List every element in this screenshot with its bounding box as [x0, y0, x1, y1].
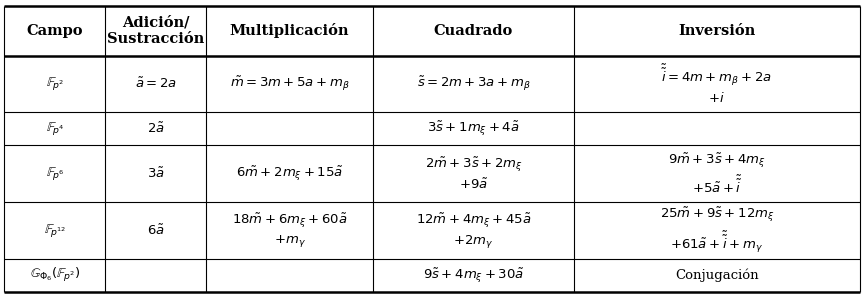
- Text: $2\tilde{m} + 3\tilde{s} + 2m_{\xi}$
$+9\tilde{a}$: $2\tilde{m} + 3\tilde{s} + 2m_{\xi}$ $+9…: [424, 156, 523, 192]
- Text: $6\tilde{a}$: $6\tilde{a}$: [147, 223, 164, 238]
- Text: $\tilde{a} = 2a$: $\tilde{a} = 2a$: [135, 77, 177, 91]
- Text: $2\tilde{a}$: $2\tilde{a}$: [147, 122, 164, 136]
- Text: $3\tilde{s} + 1m_{\xi} + 4\tilde{a}$: $3\tilde{s} + 1m_{\xi} + 4\tilde{a}$: [428, 120, 520, 138]
- Text: $\mathbb{G}_{\Phi_6}(\mathbb{F}_{p^2})$: $\mathbb{G}_{\Phi_6}(\mathbb{F}_{p^2})$: [29, 266, 79, 285]
- Text: Multiplicación: Multiplicación: [230, 23, 349, 38]
- Text: $\mathbb{F}_{p^{12}}$: $\mathbb{F}_{p^{12}}$: [44, 222, 66, 239]
- Text: $\mathbb{F}_{p^6}$: $\mathbb{F}_{p^6}$: [46, 165, 64, 182]
- Text: Conjugación: Conjugación: [675, 269, 759, 282]
- Text: Campo: Campo: [27, 24, 83, 38]
- Text: $\tilde{\tilde{i}} = 4m + m_{\beta} + 2a$
$+i$: $\tilde{\tilde{i}} = 4m + m_{\beta} + 2a…: [662, 63, 772, 105]
- Text: $9\tilde{s} + 4m_{\xi} + 30\tilde{a}$: $9\tilde{s} + 4m_{\xi} + 30\tilde{a}$: [423, 266, 524, 285]
- Text: $25\tilde{m} + 9\tilde{s} + 12m_{\xi}$
$+61\tilde{a} + \tilde{\tilde{i}} + m_{\g: $25\tilde{m} + 9\tilde{s} + 12m_{\xi}$ $…: [659, 206, 774, 255]
- Text: $9\tilde{m} + 3\tilde{s} + 4m_{\xi}$
$+5\tilde{a} + \tilde{\tilde{i}}$: $9\tilde{m} + 3\tilde{s} + 4m_{\xi}$ $+5…: [668, 151, 766, 196]
- Text: $\mathbb{F}_{p^2}$: $\mathbb{F}_{p^2}$: [46, 75, 64, 92]
- Text: Cuadrado: Cuadrado: [434, 24, 513, 38]
- Text: $\mathbb{F}_{p^4}$: $\mathbb{F}_{p^4}$: [46, 120, 64, 137]
- Text: $3\tilde{a}$: $3\tilde{a}$: [147, 167, 164, 181]
- Text: $6\tilde{m} + 2m_{\xi} + 15\tilde{a}$: $6\tilde{m} + 2m_{\xi} + 15\tilde{a}$: [236, 164, 343, 183]
- Text: $\tilde{m} = 3m + 5a + m_{\beta}$: $\tilde{m} = 3m + 5a + m_{\beta}$: [230, 75, 350, 93]
- Text: $\tilde{s} = 2m + 3a + m_{\beta}$: $\tilde{s} = 2m + 3a + m_{\beta}$: [416, 75, 530, 93]
- Text: $18\tilde{m} + 6m_{\xi} + 60\tilde{a}$
$+m_{\gamma}$: $18\tilde{m} + 6m_{\xi} + 60\tilde{a}$ $…: [232, 212, 347, 249]
- Text: Adición/
Sustracción: Adición/ Sustracción: [107, 15, 205, 46]
- Text: Inversión: Inversión: [678, 24, 755, 38]
- Text: $12\tilde{m} + 4m_{\xi} + 45\tilde{a}$
$+2m_{\gamma}$: $12\tilde{m} + 4m_{\xi} + 45\tilde{a}$ $…: [416, 211, 531, 250]
